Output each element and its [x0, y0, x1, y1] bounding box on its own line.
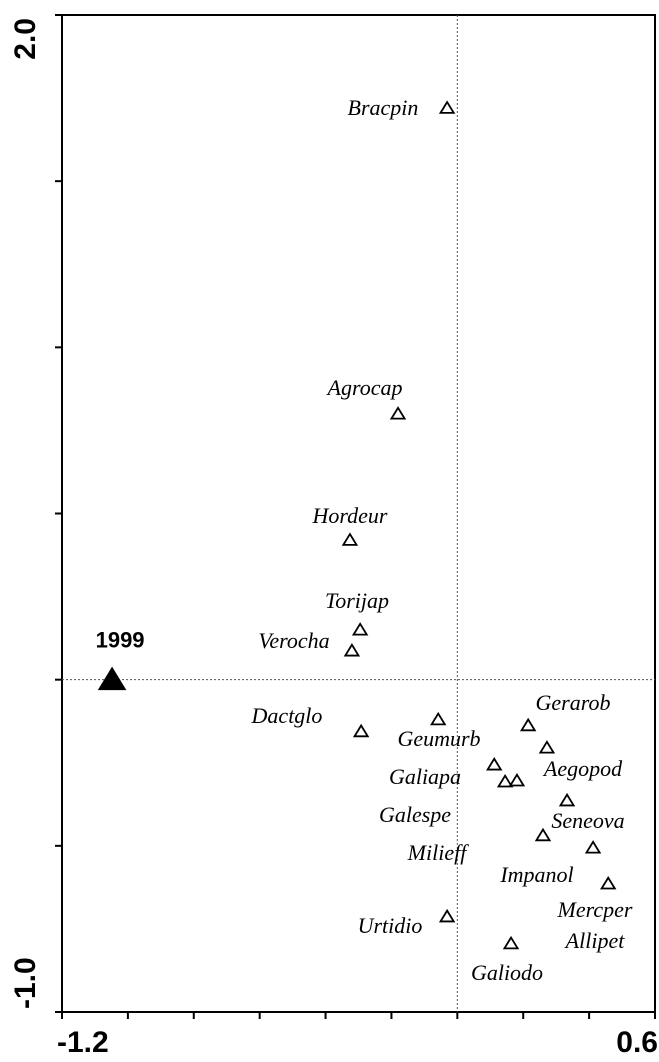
species-marker [584, 840, 602, 854]
species-marker [558, 792, 576, 807]
species-marker [341, 532, 359, 546]
species-label: Hordeur [312, 503, 388, 528]
species-label: Mercper [557, 897, 633, 922]
species-marker [508, 772, 526, 787]
species-marker [502, 935, 520, 950]
x-tick-label: 0.6 [616, 1026, 658, 1059]
species-marker [430, 711, 447, 726]
species-marker [538, 740, 556, 754]
species-marker [534, 827, 552, 842]
species-marker [389, 406, 407, 420]
species-marker [351, 622, 369, 636]
species-label: Agrocap [326, 375, 403, 400]
sample-label: 1999 [96, 627, 145, 652]
species-label: Geumurb [397, 726, 480, 751]
species-marker [486, 757, 503, 771]
y-tick-label: 2.0 [9, 18, 42, 60]
species-label: Urtidio [358, 913, 423, 938]
species-label: Allipet [564, 928, 626, 953]
sample-marker [97, 666, 127, 691]
species-label: Gerarob [536, 690, 611, 715]
species-label: Galespe [379, 802, 451, 827]
species-label: Aegopod [542, 756, 623, 781]
species-label: Dactglo [251, 703, 323, 728]
species-label: Galiapa [389, 764, 461, 789]
species-marker [438, 100, 456, 114]
species-label: Torijap [325, 588, 389, 613]
species-label: Seneova [551, 808, 624, 833]
species-label: Verocha [258, 628, 329, 653]
species-marker [343, 643, 361, 657]
species-marker [519, 717, 537, 732]
y-tick-label: -1.0 [9, 957, 42, 1009]
species-marker [496, 773, 514, 788]
species-label: Galiodo [471, 960, 543, 985]
species-marker [438, 908, 456, 923]
species-label: Bracpin [348, 95, 419, 120]
species-marker [352, 723, 370, 738]
species-label: Impanol [499, 862, 573, 887]
species-label: Milieff [407, 840, 470, 865]
species-marker [600, 875, 617, 890]
x-tick-label: -1.2 [57, 1026, 109, 1059]
